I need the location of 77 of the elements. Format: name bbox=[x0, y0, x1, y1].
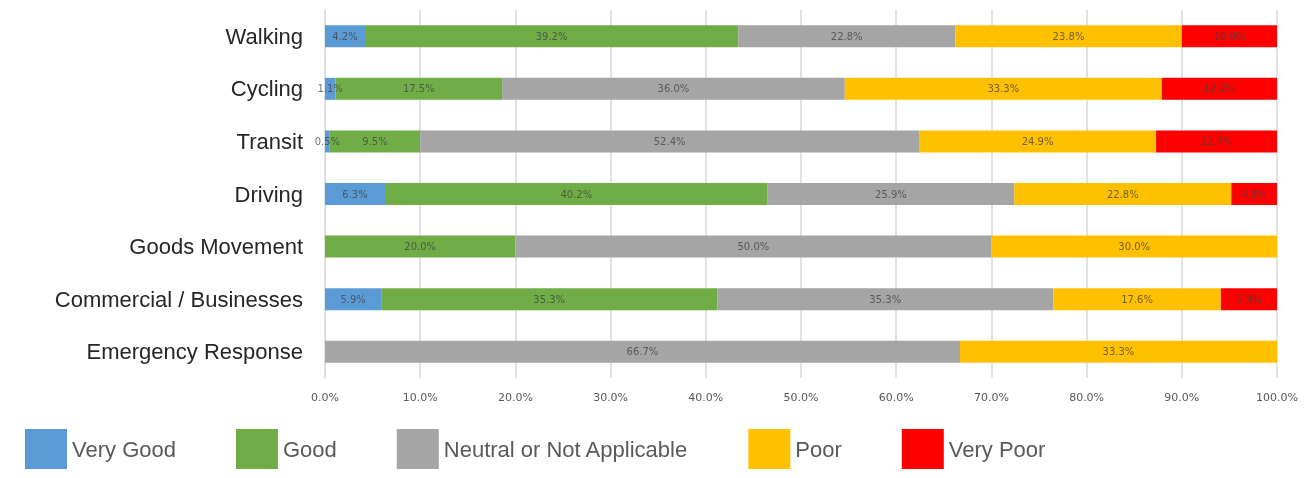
bar bbox=[1014, 183, 1232, 205]
data-label: 33.3% bbox=[1102, 346, 1135, 358]
bar bbox=[325, 288, 382, 311]
legend-label: Very Good bbox=[72, 436, 176, 462]
bar bbox=[767, 183, 1015, 205]
y-tick-label: Commercial / Businesses bbox=[54, 286, 303, 312]
data-label: 12.7% bbox=[1200, 135, 1233, 147]
x-tick-label: 80.0% bbox=[1069, 391, 1105, 404]
data-label: 4.8% bbox=[1241, 188, 1267, 200]
bar bbox=[515, 235, 992, 258]
data-label: 5.9% bbox=[340, 293, 366, 305]
data-label: 40.2% bbox=[560, 188, 593, 200]
data-label: 22.8% bbox=[830, 30, 863, 42]
bar bbox=[738, 25, 956, 48]
bar bbox=[364, 25, 739, 48]
legend-label: Very Poor bbox=[948, 436, 1046, 462]
data-label: 39.2% bbox=[535, 30, 568, 42]
data-label: 66.7% bbox=[626, 346, 659, 358]
x-tick-label: 50.0% bbox=[783, 391, 819, 404]
bar bbox=[325, 183, 385, 205]
data-label: 22.8% bbox=[1106, 188, 1139, 200]
data-label: 9.5% bbox=[362, 135, 388, 147]
x-tick-label: 60.0% bbox=[878, 391, 914, 404]
bar bbox=[1156, 130, 1277, 153]
data-label: 50.0% bbox=[737, 241, 770, 253]
data-label: 17.6% bbox=[1121, 293, 1153, 305]
bar bbox=[420, 130, 920, 153]
bar bbox=[955, 25, 1182, 48]
data-label: 4.2% bbox=[332, 30, 358, 42]
x-tick-label: 0.0% bbox=[311, 391, 339, 404]
data-label: 24.9% bbox=[1021, 135, 1054, 147]
x-tick-label: 20.0% bbox=[497, 391, 533, 404]
data-label: 1.1% bbox=[317, 83, 343, 95]
legend-label: Poor bbox=[795, 436, 842, 462]
bar bbox=[919, 130, 1157, 153]
data-label: 35.3% bbox=[869, 293, 902, 305]
x-tick-label: 30.0% bbox=[593, 391, 629, 404]
y-tick-label: Transit bbox=[236, 128, 303, 154]
x-tick-label: 70.0% bbox=[973, 391, 1009, 404]
y-tick-label: Walking bbox=[225, 23, 303, 49]
data-label: 0.5% bbox=[314, 135, 341, 147]
legend-label: Neutral or Not Applicable bbox=[443, 436, 688, 462]
data-label: 10.0% bbox=[1213, 30, 1246, 42]
bar bbox=[1181, 25, 1277, 48]
x-tick-label: 10.0% bbox=[402, 391, 438, 404]
x-tick-label: 90.0% bbox=[1164, 391, 1200, 404]
bar bbox=[1161, 77, 1277, 100]
y-tick-label: Goods Movement bbox=[129, 234, 303, 260]
y-tick-label: Driving bbox=[234, 181, 303, 207]
data-label: 33.3% bbox=[987, 83, 1020, 95]
legend-label: Good bbox=[282, 436, 337, 462]
data-label: 5.9% bbox=[1236, 293, 1262, 305]
bar bbox=[844, 77, 1162, 100]
x-tick-label: 40.0% bbox=[688, 391, 724, 404]
y-tick-label: Emergency Response bbox=[86, 339, 303, 365]
data-label: 52.4% bbox=[653, 135, 686, 147]
data-label: 6.3% bbox=[342, 188, 368, 200]
data-label: 20.0% bbox=[404, 241, 437, 253]
bar bbox=[991, 235, 1277, 258]
bar bbox=[1220, 288, 1277, 311]
bar bbox=[1053, 288, 1221, 311]
data-label: 17.5% bbox=[402, 83, 435, 95]
bar bbox=[325, 235, 516, 258]
data-label: 12.2% bbox=[1203, 83, 1236, 95]
bar bbox=[381, 288, 718, 311]
bar bbox=[384, 183, 768, 205]
bar bbox=[959, 340, 1277, 363]
data-label: 23.8% bbox=[1052, 30, 1085, 42]
data-label: 36.0% bbox=[657, 83, 690, 95]
bar bbox=[717, 288, 1054, 311]
data-label: 35.3% bbox=[533, 293, 566, 305]
data-label: 25.9% bbox=[875, 188, 907, 200]
y-tick-label: Cycling bbox=[230, 76, 303, 102]
bar bbox=[325, 340, 960, 363]
bar bbox=[502, 77, 845, 100]
x-tick-label: 100.0% bbox=[1256, 391, 1298, 404]
data-label: 30.0% bbox=[1118, 241, 1151, 253]
